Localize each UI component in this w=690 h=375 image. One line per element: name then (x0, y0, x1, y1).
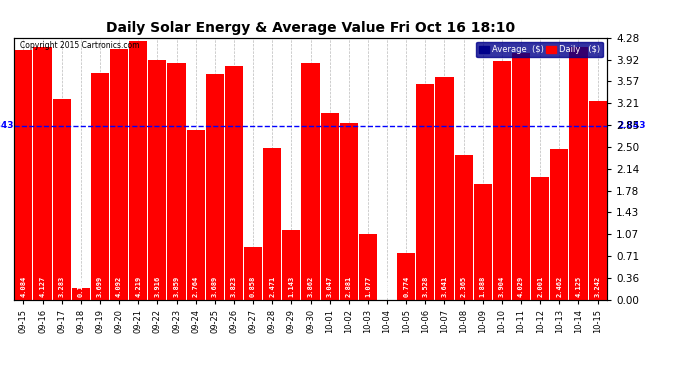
Bar (282, 230, 300, 300)
Text: 4.125: 4.125 (575, 276, 582, 297)
Bar (512, 53, 530, 300)
Text: 0.198: 0.198 (78, 276, 83, 297)
Text: Copyright 2015 Cartronics.com: Copyright 2015 Cartronics.com (20, 42, 139, 51)
Text: 2.462: 2.462 (556, 276, 562, 297)
Bar (148, 60, 166, 300)
Bar (129, 41, 148, 300)
Text: 3.859: 3.859 (173, 276, 179, 297)
Bar (531, 177, 549, 300)
Bar (244, 248, 262, 300)
Bar (302, 63, 319, 300)
Bar (435, 77, 453, 300)
Text: 0.774: 0.774 (403, 276, 409, 297)
Bar (14, 50, 32, 300)
Text: 3.283: 3.283 (59, 276, 65, 297)
Text: 3.242: 3.242 (595, 276, 600, 297)
Text: 2.471: 2.471 (269, 276, 275, 297)
Text: 1.888: 1.888 (480, 276, 486, 297)
Bar (589, 101, 607, 300)
Text: 3.689: 3.689 (212, 276, 218, 297)
Text: 2.881: 2.881 (346, 276, 352, 297)
Text: 2.843: 2.843 (0, 121, 14, 130)
Bar (225, 66, 243, 300)
Bar (110, 49, 128, 300)
Legend: Average  ($), Daily   ($): Average ($), Daily ($) (476, 42, 603, 57)
Text: 4.092: 4.092 (116, 276, 122, 297)
Bar (339, 123, 358, 300)
Text: 3.047: 3.047 (326, 276, 333, 297)
Bar (569, 47, 588, 300)
Text: 4.029: 4.029 (518, 276, 524, 297)
Text: 4.084: 4.084 (21, 276, 26, 297)
Text: 3.904: 3.904 (499, 276, 505, 297)
Bar (72, 288, 90, 300)
Text: 4.127: 4.127 (39, 276, 46, 297)
Bar (416, 84, 435, 300)
Text: 3.641: 3.641 (442, 276, 448, 297)
Text: 2.001: 2.001 (538, 276, 543, 297)
Bar (91, 73, 109, 300)
Bar (493, 60, 511, 300)
Bar (321, 113, 339, 300)
Text: 3.823: 3.823 (231, 276, 237, 297)
Bar (455, 155, 473, 300)
Title: Daily Solar Energy & Average Value Fri Oct 16 18:10: Daily Solar Energy & Average Value Fri O… (106, 21, 515, 35)
Bar (359, 234, 377, 300)
Text: 3.862: 3.862 (308, 276, 313, 297)
Bar (550, 149, 569, 300)
Text: 2.365: 2.365 (461, 276, 466, 297)
Bar (168, 63, 186, 300)
Bar (397, 252, 415, 300)
Text: 0.858: 0.858 (250, 276, 256, 297)
Text: 0.000: 0.000 (384, 276, 390, 297)
Bar (186, 130, 205, 300)
Text: 3.699: 3.699 (97, 276, 103, 297)
Text: 3.528: 3.528 (422, 276, 428, 297)
Bar (33, 47, 52, 300)
Text: 4.219: 4.219 (135, 276, 141, 297)
Text: 2.843: 2.843 (617, 121, 645, 130)
Bar (206, 74, 224, 300)
Text: 3.916: 3.916 (155, 276, 160, 297)
Bar (263, 148, 282, 300)
Bar (474, 184, 492, 300)
Bar (52, 99, 71, 300)
Text: 1.077: 1.077 (365, 276, 371, 297)
Text: 2.764: 2.764 (193, 276, 199, 297)
Text: 1.143: 1.143 (288, 276, 295, 297)
